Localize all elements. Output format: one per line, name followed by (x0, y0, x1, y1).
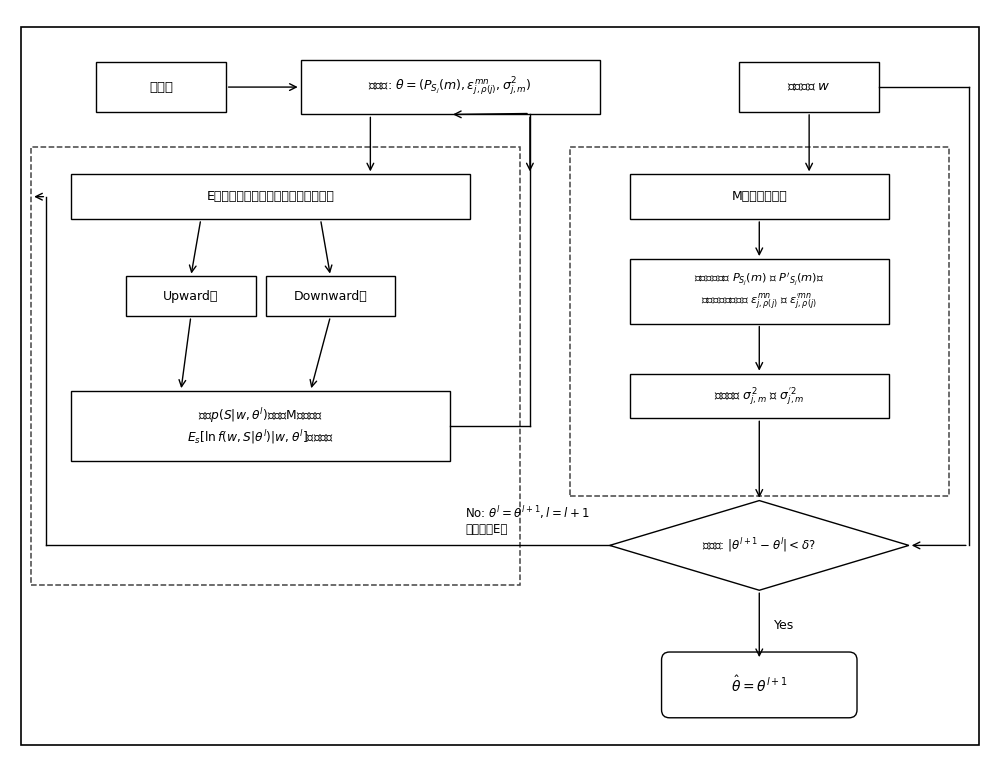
Text: 更新状态概率 $P_{S_j}(m)$ 为 $P'_{S_j}(m)$，
更新状态转移概率 $\varepsilon_{j,\rho(j)}^{mn}$ 为 $: 更新状态概率 $P_{S_j}(m)$ 为 $P'_{S_j}(m)$， 更新状… (694, 272, 824, 311)
Text: M步：更新参数: M步：更新参数 (731, 190, 787, 203)
Bar (739, 62, 879, 112)
Bar (630, 174, 889, 219)
Bar (570, 147, 949, 496)
Bar (630, 259, 889, 324)
Bar (71, 174, 470, 219)
Text: 更新方差 $\sigma_{j,m}^{2}$ 为 $\sigma_{j,m}^{'2}$: 更新方差 $\sigma_{j,m}^{2}$ 为 $\sigma_{j,m}^… (714, 385, 804, 407)
Bar (301, 60, 600, 114)
Text: 参数集: $\theta=(P_{S_j}(m),\varepsilon_{j,\rho(j)}^{mn},\sigma_{j,m}^{2})$: 参数集: $\theta=(P_{S_j}(m),\varepsilon_{j,… (368, 76, 532, 98)
Bar (126, 277, 256, 316)
Text: 观测数据 $w$: 观测数据 $w$ (787, 80, 831, 93)
Text: $\hat{\theta}=\theta^{l+1}$: $\hat{\theta}=\theta^{l+1}$ (731, 675, 788, 695)
Text: Downward步: Downward步 (294, 290, 367, 303)
Polygon shape (610, 500, 909, 591)
Bar (266, 277, 395, 316)
Bar (71, 391, 450, 460)
Bar (31, 147, 520, 585)
FancyBboxPatch shape (662, 652, 857, 718)
Bar (630, 374, 889, 418)
Text: E步：计算隐状态变量的联合质量函数: E步：计算隐状态变量的联合质量函数 (207, 190, 335, 203)
Text: Yes: Yes (774, 619, 794, 632)
Text: 得到$p(S|w,\theta^l)$，用于M步中计算
$E_s[\ln f(w,S|\theta^l)|w,\theta^l]$的最大值: 得到$p(S|w,\theta^l)$，用于M步中计算 $E_s[\ln f(w… (187, 406, 334, 446)
Text: 初始化: 初始化 (149, 80, 173, 93)
Text: 收敛性: $|\theta^{l+1}-\theta^{l}|<\delta$?: 收敛性: $|\theta^{l+1}-\theta^{l}|<\delta$? (702, 536, 816, 555)
Text: Upward步: Upward步 (163, 290, 219, 303)
Text: No: $\theta^l=\theta^{l+1}, l=l+1$
继续执行E步: No: $\theta^l=\theta^{l+1}, l=l+1$ 继续执行E… (465, 505, 590, 536)
Bar (96, 62, 226, 112)
